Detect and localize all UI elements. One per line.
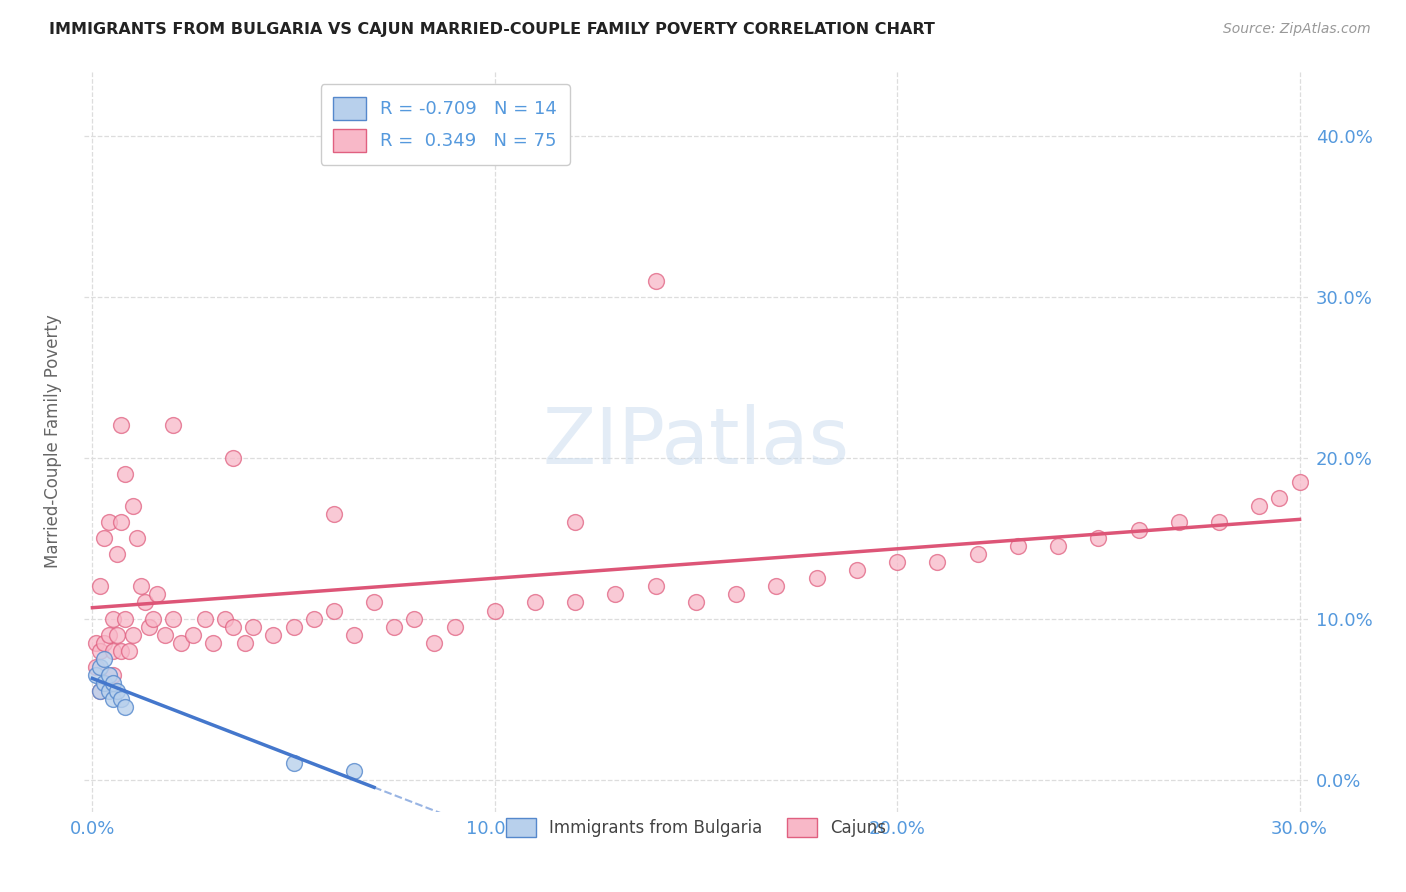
Point <box>1047 539 1070 553</box>
Point <box>725 587 748 601</box>
Point <box>117 644 139 658</box>
Point <box>101 692 124 706</box>
Point <box>93 676 115 690</box>
Point <box>214 611 236 625</box>
Text: ZIPatlas: ZIPatlas <box>543 403 849 480</box>
Point <box>524 595 547 609</box>
Point <box>114 467 136 481</box>
Point <box>283 619 305 633</box>
Point <box>242 619 264 633</box>
Point <box>1007 539 1029 553</box>
Point <box>765 579 787 593</box>
Point <box>202 636 225 650</box>
Point <box>222 450 245 465</box>
Point <box>564 595 586 609</box>
Point <box>97 668 120 682</box>
Point <box>129 579 152 593</box>
Point <box>105 628 128 642</box>
Point <box>93 636 115 650</box>
Point <box>125 531 148 545</box>
Point <box>89 684 111 698</box>
Point <box>644 274 666 288</box>
Text: Source: ZipAtlas.com: Source: ZipAtlas.com <box>1223 22 1371 37</box>
Point <box>89 579 111 593</box>
Point <box>97 628 120 642</box>
Point <box>86 668 108 682</box>
Point <box>121 628 143 642</box>
Point <box>110 418 132 433</box>
Point <box>404 611 426 625</box>
Point <box>302 611 325 625</box>
Point <box>886 555 908 569</box>
Point <box>105 684 128 698</box>
Point <box>114 611 136 625</box>
Point <box>134 595 156 609</box>
Point <box>382 619 405 633</box>
Point <box>845 563 868 577</box>
Point <box>97 684 120 698</box>
Point <box>322 507 344 521</box>
Point <box>101 668 124 682</box>
Point <box>138 619 160 633</box>
Point <box>927 555 949 569</box>
Point <box>101 611 124 625</box>
Point <box>89 660 111 674</box>
Y-axis label: Married-Couple Family Poverty: Married-Couple Family Poverty <box>44 315 62 568</box>
Point <box>101 676 124 690</box>
Point <box>153 628 176 642</box>
Point <box>343 628 366 642</box>
Point <box>121 499 143 513</box>
Point <box>966 547 988 561</box>
Point <box>605 587 627 601</box>
Point <box>89 684 111 698</box>
Point <box>110 644 132 658</box>
Point <box>283 756 305 771</box>
Point <box>110 515 132 529</box>
Point <box>806 571 828 585</box>
Point <box>1128 523 1150 537</box>
Point <box>89 644 111 658</box>
Point <box>1208 515 1230 529</box>
Point <box>194 611 217 625</box>
Point <box>146 587 169 601</box>
Point <box>162 418 184 433</box>
Point <box>101 644 124 658</box>
Point <box>343 764 366 779</box>
Point <box>105 547 128 561</box>
Point <box>1288 475 1310 489</box>
Point <box>233 636 256 650</box>
Point <box>423 636 446 650</box>
Point <box>170 636 193 650</box>
Point <box>564 515 586 529</box>
Point <box>93 531 115 545</box>
Point <box>93 652 115 666</box>
Point <box>484 603 506 617</box>
Point <box>1167 515 1189 529</box>
Point <box>86 636 108 650</box>
Point <box>1087 531 1109 545</box>
Point <box>685 595 707 609</box>
Point <box>363 595 385 609</box>
Point <box>181 628 204 642</box>
Point <box>86 660 108 674</box>
Point <box>1249 499 1271 513</box>
Point <box>322 603 344 617</box>
Point <box>110 692 132 706</box>
Point <box>644 579 666 593</box>
Legend: Immigrants from Bulgaria, Cajuns: Immigrants from Bulgaria, Cajuns <box>499 812 893 844</box>
Point <box>1268 491 1291 505</box>
Point <box>222 619 245 633</box>
Point <box>114 700 136 714</box>
Text: IMMIGRANTS FROM BULGARIA VS CAJUN MARRIED-COUPLE FAMILY POVERTY CORRELATION CHAR: IMMIGRANTS FROM BULGARIA VS CAJUN MARRIE… <box>49 22 935 37</box>
Point <box>443 619 465 633</box>
Point <box>97 515 120 529</box>
Point <box>162 611 184 625</box>
Point <box>142 611 165 625</box>
Point <box>263 628 285 642</box>
